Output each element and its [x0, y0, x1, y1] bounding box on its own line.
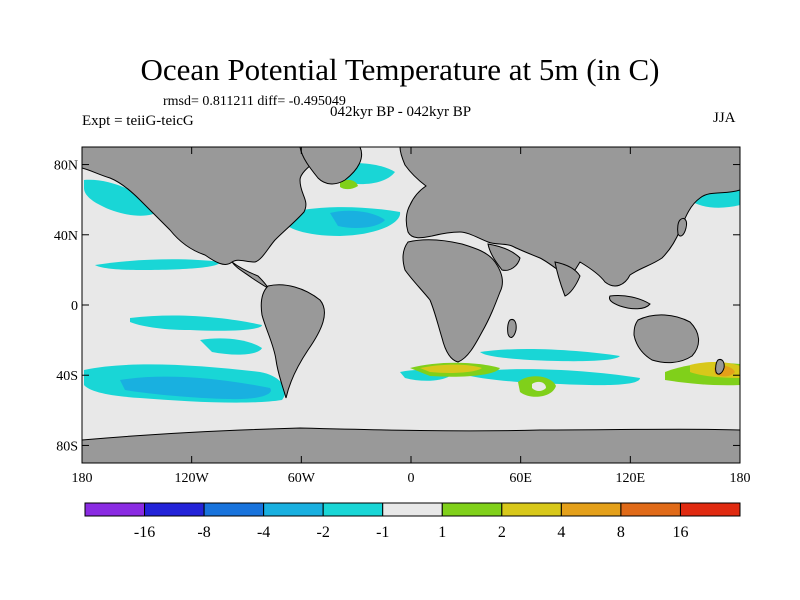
north-atlantic-strong-cool-anomaly [330, 210, 385, 228]
colorbar-swatch [84, 502, 146, 517]
period-label: 042kyr BP - 042kyr BP [330, 104, 472, 120]
europe-asia [399, 147, 740, 287]
south-pacific-band [130, 315, 262, 331]
lat-tick-label: 80N [54, 159, 78, 174]
india [554, 261, 581, 297]
colorbar-label: 16 [672, 524, 688, 541]
lon-tick-label: 120E [616, 471, 646, 486]
australia [633, 314, 699, 364]
colorbar-swatch [501, 502, 562, 517]
lon-tick-label: 60E [509, 471, 532, 486]
map-axes: 80N 40N 0 40S 80S 180 120W 60W 0 60E 120E 180 [54, 147, 751, 486]
lat-tick-label: 0 [71, 299, 78, 314]
southeast-asia-islands [609, 295, 651, 310]
colorbar-swatch [322, 502, 384, 517]
east-pacific-band [95, 259, 220, 270]
lon-tick-label: 180 [72, 471, 93, 486]
colorbar-label: -1 [376, 524, 389, 541]
south-america [260, 284, 325, 399]
season-label: JJA [713, 110, 736, 126]
antarctica [82, 427, 740, 463]
indian-ocean-warm-core [532, 381, 546, 391]
lat-tick-label: 40S [56, 369, 78, 384]
experiment-label: Expt = teiiG-teicG [82, 113, 194, 129]
plot-title: Ocean Potential Temperature at 5m (in C) [140, 52, 660, 87]
colorbar-label: -2 [317, 524, 330, 541]
indian-ocean-band [480, 349, 620, 362]
colorbar-swatch [203, 502, 265, 517]
lat-tick-label: 40N [54, 229, 78, 244]
colorbar-swatch [679, 502, 741, 517]
colorbar-label: 2 [498, 524, 506, 541]
colorbar-swatch [263, 502, 324, 517]
rmsd-diff-stats: rmsd= 0.811211 diff= -0.495049 [163, 94, 346, 109]
map-panel [82, 147, 740, 463]
colorbar-swatch [441, 502, 503, 517]
lon-tick-label: 0 [408, 471, 415, 486]
land-masses [82, 147, 740, 463]
south-pacific-strong-cool-anomaly [120, 376, 271, 400]
africa [402, 239, 503, 363]
lon-tick-label: 60W [288, 471, 316, 486]
new-zealand [715, 359, 725, 375]
labrador-warm-anomaly [340, 179, 358, 190]
indian-ocean-south-band [470, 369, 640, 386]
colorbar-swatch [620, 502, 681, 517]
greenland [299, 147, 363, 185]
south-pacific-patch [200, 338, 262, 355]
south-atlantic-yellow-anomaly [420, 364, 482, 373]
colorbar-label: -16 [134, 524, 155, 541]
colorbar-swatch [382, 502, 443, 517]
colorbar-label: 4 [557, 524, 565, 541]
colorbar-label: -8 [197, 524, 210, 541]
lon-tick-label: 120W [175, 471, 210, 486]
north-pacific-band-east [84, 179, 160, 216]
colorbar-label: 8 [617, 524, 625, 541]
madagascar [507, 319, 517, 338]
lon-tick-label: 180 [730, 471, 751, 486]
arabia [487, 243, 521, 271]
colorbar-swatch [144, 502, 205, 517]
japan [677, 217, 687, 237]
colorbar: -16 -8 -4 -2 -1 1 2 4 8 16 [84, 502, 741, 541]
colorbar-swatch [560, 502, 622, 517]
colorbar-label: -4 [257, 524, 270, 541]
lat-tick-label: 80S [56, 439, 78, 454]
colorbar-label: 1 [438, 524, 446, 541]
